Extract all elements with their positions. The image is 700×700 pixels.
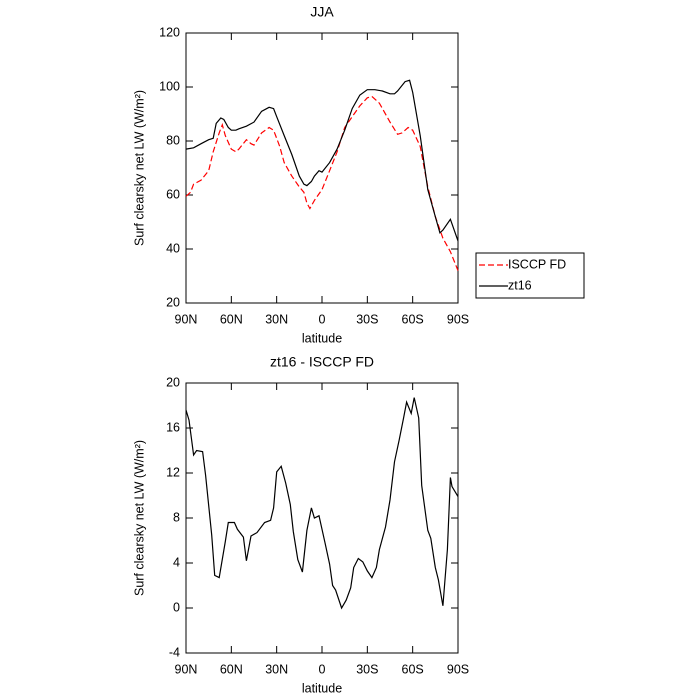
- y-tick-label: 20: [166, 375, 180, 389]
- y-tick-label: 0: [173, 600, 180, 614]
- y-tick-label: 16: [166, 420, 180, 434]
- y-axis-label: Surf clearsky net LW (W/m²): [132, 90, 146, 246]
- x-axis-label: latitude: [302, 331, 342, 345]
- x-tick-label: 60N: [220, 662, 243, 676]
- x-tick-label: 90S: [447, 312, 469, 326]
- chart-title: zt16 - ISCCP FD: [270, 354, 374, 370]
- y-tick-label: 80: [166, 133, 180, 147]
- series-line: [185, 397, 459, 610]
- x-tick-label: 90N: [175, 312, 198, 326]
- legend-box: [475, 252, 585, 299]
- plot-frame: [185, 382, 459, 654]
- legend-label: ISCCP FD: [508, 257, 566, 271]
- y-tick-label: 20: [166, 295, 180, 309]
- x-tick-label: 30S: [356, 662, 378, 676]
- x-tick-label: 30S: [356, 312, 378, 326]
- legend-label: zt16: [508, 278, 532, 292]
- x-tick-label: 90N: [175, 662, 198, 676]
- x-tick-label: 30N: [265, 312, 288, 326]
- x-tick-label: 60S: [402, 312, 424, 326]
- y-tick-label: 12: [166, 465, 180, 479]
- x-tick-label: 0: [319, 662, 326, 676]
- y-tick-label: 100: [159, 79, 180, 93]
- series-line: [185, 79, 459, 242]
- chart-title: JJA: [310, 4, 334, 20]
- y-tick-label: -4: [169, 645, 180, 659]
- x-tick-label: 0: [319, 312, 326, 326]
- y-axis-label: Surf clearsky net LW (W/m²): [132, 440, 146, 596]
- x-tick-label: 30N: [265, 662, 288, 676]
- y-tick-label: 8: [173, 510, 180, 524]
- plot-frame: [185, 32, 459, 304]
- y-tick-label: 4: [173, 555, 180, 569]
- y-tick-label: 40: [166, 241, 180, 255]
- x-axis-label: latitude: [302, 681, 342, 695]
- series-line: [185, 95, 459, 271]
- x-tick-label: 90S: [447, 662, 469, 676]
- x-tick-label: 60N: [220, 312, 243, 326]
- y-tick-label: 120: [159, 25, 180, 39]
- y-tick-label: 60: [166, 187, 180, 201]
- x-tick-label: 60S: [402, 662, 424, 676]
